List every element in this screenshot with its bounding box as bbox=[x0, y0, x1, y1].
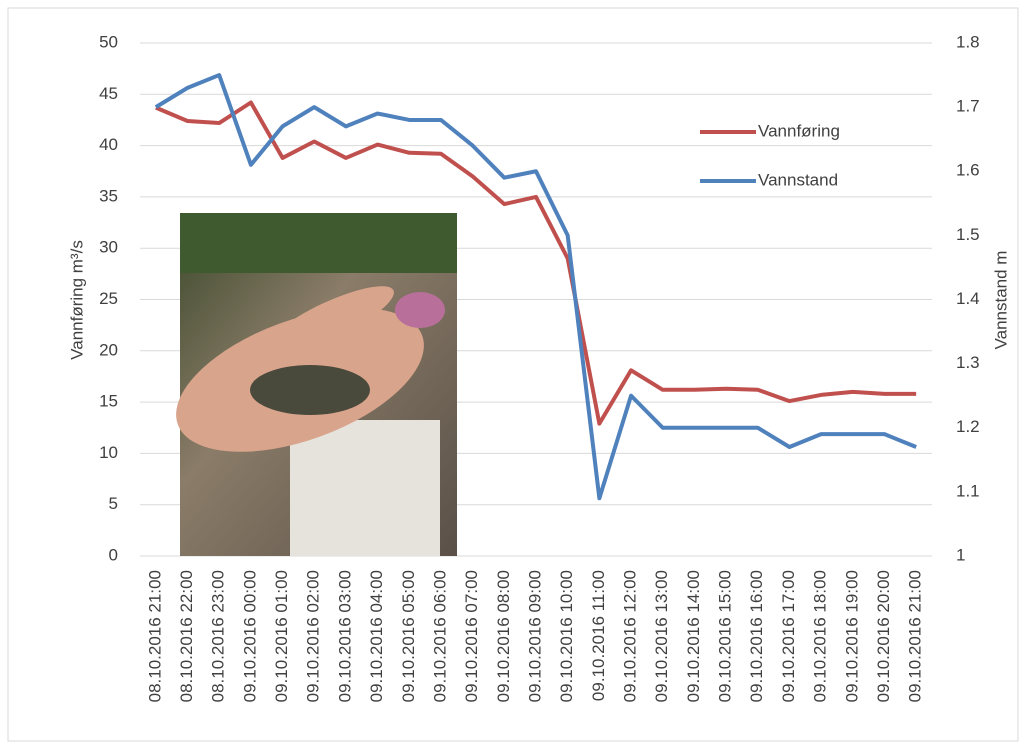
y-tick-label: 20 bbox=[99, 340, 118, 359]
photo bbox=[176, 213, 457, 556]
x-tick-label: 09.10.2016 10:00 bbox=[557, 570, 576, 702]
x-tick-label: 08.10.2016 21:00 bbox=[145, 570, 164, 702]
x-tick-label: 09.10.2016 14:00 bbox=[684, 570, 703, 702]
x-tick-label: 08.10.2016 23:00 bbox=[209, 570, 228, 702]
x-tick-label: 09.10.2016 04:00 bbox=[367, 570, 386, 702]
x-tick-label: 09.10.2016 01:00 bbox=[272, 570, 291, 702]
y-axis-label: Vannføring m³/s bbox=[67, 240, 86, 360]
legend-label: Vannstand bbox=[758, 170, 838, 189]
y2-tick-label: 1.2 bbox=[956, 417, 980, 436]
x-tick-label: 09.10.2016 02:00 bbox=[304, 570, 323, 702]
x-tick-label: 09.10.2016 00:00 bbox=[240, 570, 259, 702]
x-tick-label: 09.10.2016 09:00 bbox=[525, 570, 544, 702]
y-tick-label: 5 bbox=[109, 494, 118, 513]
y-tick-label: 30 bbox=[99, 238, 118, 257]
y2-tick-label: 1.1 bbox=[956, 481, 980, 500]
x-tick-label: 09.10.2016 13:00 bbox=[652, 570, 671, 702]
x-tick-label: 09.10.2016 15:00 bbox=[716, 570, 735, 702]
y2-tick-label: 1.4 bbox=[956, 289, 980, 308]
x-tick-label: 09.10.2016 21:00 bbox=[906, 570, 925, 702]
y-tick-label: 0 bbox=[109, 545, 118, 564]
y2-tick-label: 1.5 bbox=[956, 225, 980, 244]
data-line bbox=[154, 73, 917, 501]
x-tick-label: 09.10.2016 11:00 bbox=[589, 570, 608, 701]
y-tick-label: 50 bbox=[99, 32, 118, 51]
x-tick-label: 08.10.2016 22:00 bbox=[177, 570, 196, 702]
legend-label: Vannføring bbox=[758, 121, 840, 140]
y-tick-label: 25 bbox=[99, 289, 118, 308]
y2-tick-label: 1.3 bbox=[956, 353, 980, 372]
y-tick-label: 45 bbox=[99, 84, 118, 103]
x-tick-label: 09.10.2016 17:00 bbox=[779, 570, 798, 702]
x-tick-label: 09.10.2016 20:00 bbox=[874, 570, 893, 702]
y-tick-label: 40 bbox=[99, 135, 118, 154]
y-tick-label: 35 bbox=[99, 186, 118, 205]
x-tick-label: 09.10.2016 08:00 bbox=[494, 570, 513, 702]
y2-axis-label: Vannstand m bbox=[991, 251, 1010, 350]
x-tick-label: 09.10.2016 07:00 bbox=[462, 570, 481, 702]
chart-border bbox=[7, 7, 1019, 742]
x-tick-label: 09.10.2016 18:00 bbox=[811, 570, 830, 702]
x-tick-label: 09.10.2016 05:00 bbox=[399, 570, 418, 702]
x-tick-label: 09.10.2016 06:00 bbox=[430, 570, 449, 702]
y-tick-label: 15 bbox=[99, 392, 118, 411]
data-line bbox=[155, 100, 917, 426]
x-tick-label: 09.10.2016 03:00 bbox=[335, 570, 354, 702]
y2-tick-label: 1.7 bbox=[956, 97, 980, 116]
x-tick-label: 09.10.2016 12:00 bbox=[621, 570, 640, 702]
y-tick-label: 10 bbox=[99, 443, 118, 462]
x-tick-label: 09.10.2016 19:00 bbox=[842, 570, 861, 702]
y2-tick-label: 1 bbox=[956, 545, 965, 564]
y2-tick-label: 1.8 bbox=[956, 32, 980, 51]
x-tick-label: 09.10.2016 16:00 bbox=[747, 570, 766, 702]
y2-tick-label: 1.6 bbox=[956, 161, 980, 180]
